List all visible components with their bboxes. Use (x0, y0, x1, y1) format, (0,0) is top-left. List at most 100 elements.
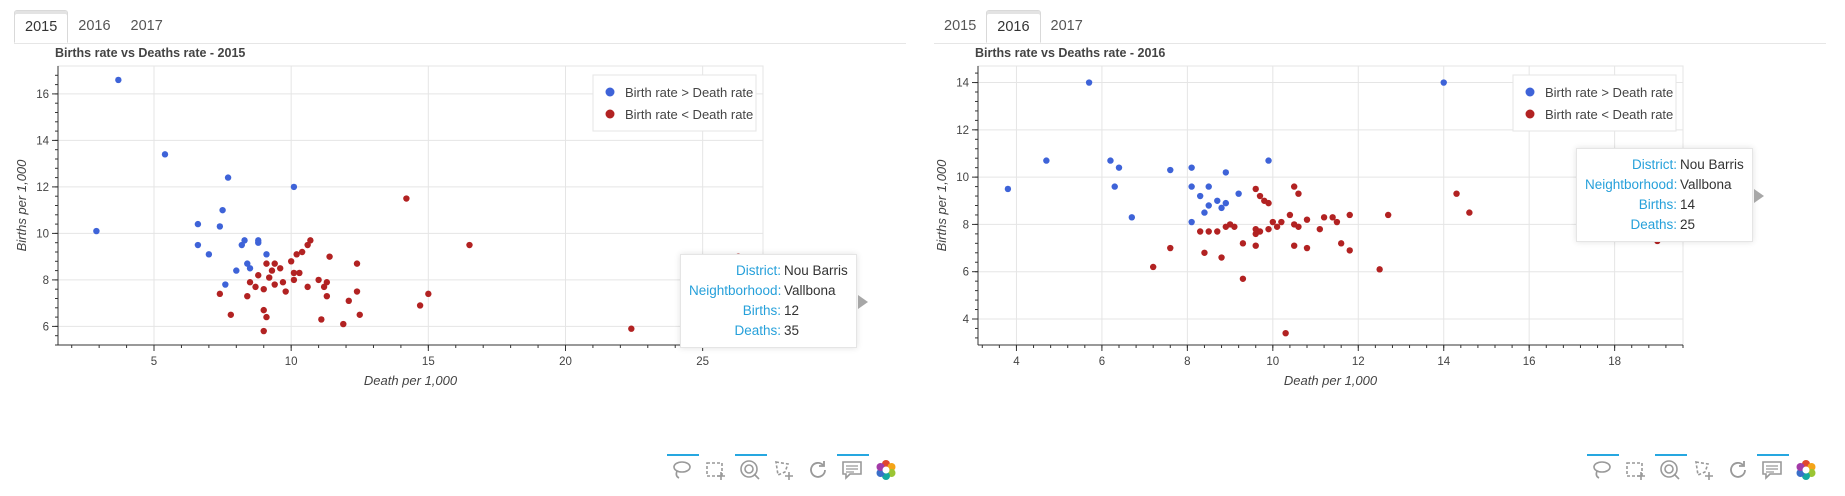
poly-select-tool[interactable] (772, 458, 798, 484)
data-point (244, 292, 251, 300)
data-point (260, 306, 267, 314)
zoom-icon (740, 460, 760, 480)
data-point (1201, 249, 1208, 256)
poly-select-tool[interactable] (1692, 458, 1718, 484)
tab-divider (934, 43, 1826, 44)
data-point (1295, 190, 1302, 197)
y-tick-label: 14 (956, 78, 969, 90)
legend-marker (605, 109, 615, 119)
data-point (1235, 190, 1242, 197)
data-point (425, 290, 432, 298)
box-select-tool[interactable] (704, 458, 730, 484)
bokeh-logo[interactable] (874, 458, 900, 484)
hover-tool[interactable] (837, 454, 869, 484)
tab-2016[interactable]: 2016 (986, 10, 1041, 43)
tooltip-value: 35 (784, 323, 800, 338)
tab-2017[interactable]: 2017 (130, 18, 163, 34)
y-tick-label: 14 (36, 135, 49, 147)
tooltip-key: District: (1632, 157, 1677, 172)
lasso-select-tool[interactable] (667, 454, 699, 484)
bokeh-logo[interactable] (1794, 458, 1820, 484)
reset-tool[interactable] (806, 458, 832, 484)
scatter-plot[interactable]: Births rate vs Deaths rate - 2016 4 6 8 10 12… (920, 44, 1825, 458)
wheel-zoom-tool[interactable] (1655, 454, 1687, 484)
data-point (304, 283, 311, 291)
box-select-icon (1626, 462, 1645, 480)
data-point (216, 290, 224, 298)
data-point (1128, 214, 1136, 221)
data-point (1149, 263, 1157, 271)
data-point (271, 260, 278, 267)
data-point (320, 283, 328, 291)
data-point (263, 251, 270, 258)
data-point (227, 311, 235, 318)
data-point (252, 283, 259, 291)
data-point (161, 151, 169, 158)
x-tick-label: 6 (1099, 356, 1105, 368)
x-axis-label: Death per 1,000 (364, 373, 458, 388)
plot-toolbar (1587, 454, 1828, 484)
tab-2017[interactable]: 2017 (1050, 18, 1083, 34)
data-point (326, 253, 333, 260)
data-point (1252, 185, 1259, 193)
data-point (290, 183, 298, 191)
chart-title: Births rate vs Deaths rate - 2015 (55, 46, 245, 60)
data-point (466, 241, 473, 249)
wheel-zoom-tool[interactable] (735, 454, 767, 484)
x-tick-label: 4 (1013, 356, 1020, 368)
data-point (1282, 329, 1289, 337)
scatter-plot[interactable]: Births rate vs Deaths rate - 2015 5 10 15 20… (0, 44, 905, 458)
bokeh-logo-icon (876, 460, 896, 480)
data-point (290, 269, 298, 277)
y-axis-label: Births per 1,000 (934, 159, 949, 252)
tooltip-value: Nou Barris (784, 263, 848, 278)
polygon-select-icon (775, 461, 793, 480)
data-point (1205, 202, 1212, 209)
tooltip-value: Vallbona (1680, 177, 1732, 192)
data-point (260, 286, 267, 293)
data-point (1303, 244, 1311, 252)
year-tabs: 2015 2016 2017 (934, 10, 1826, 44)
data-point (1222, 169, 1230, 176)
tab-2015[interactable]: 2015 (944, 18, 977, 34)
data-point (1188, 183, 1195, 190)
polygon-select-icon (1695, 461, 1713, 480)
tooltip-key: Deaths: (1630, 217, 1677, 232)
tab-2016[interactable]: 2016 (78, 18, 111, 34)
plot-toolbar (667, 454, 908, 484)
data-point (224, 174, 232, 181)
data-point (323, 279, 331, 286)
legend-box (592, 74, 757, 132)
data-point (1167, 166, 1174, 174)
data-point (263, 313, 270, 321)
data-point (304, 241, 311, 249)
hover-tool[interactable] (1757, 454, 1789, 484)
data-point (1252, 230, 1259, 238)
reset-tool[interactable] (1726, 458, 1752, 484)
panel-2015: 2015 2016 2017 Births rate vs Deaths rat… (0, 0, 908, 496)
y-tick-label: 6 (43, 321, 49, 333)
x-tick-label: 8 (1184, 356, 1190, 368)
legend-marker (605, 87, 615, 97)
data-point (1265, 199, 1272, 207)
data-point (353, 260, 361, 267)
data-point (1295, 223, 1302, 230)
box-select-tool[interactable] (1624, 458, 1650, 484)
hover-tooltip: District: Nou Barris Neightborhood: Vallbo… (680, 254, 868, 348)
y-tick-label: 12 (956, 125, 969, 137)
x-tick-label: 10 (1266, 356, 1279, 368)
data-point (255, 239, 262, 246)
data-point (628, 325, 635, 332)
data-point (246, 279, 254, 286)
y-tick-label: 8 (963, 219, 969, 231)
tab-2015[interactable]: 2015 (14, 10, 69, 43)
hover-icon (842, 461, 862, 480)
data-point (241, 237, 248, 244)
x-tick-label: 12 (1352, 356, 1365, 368)
data-point (1205, 228, 1212, 235)
tooltip-value: Vallbona (784, 283, 836, 298)
lasso-select-tool[interactable] (1587, 454, 1619, 484)
data-point (244, 260, 251, 267)
data-point (194, 220, 202, 228)
tab-divider (14, 43, 906, 44)
